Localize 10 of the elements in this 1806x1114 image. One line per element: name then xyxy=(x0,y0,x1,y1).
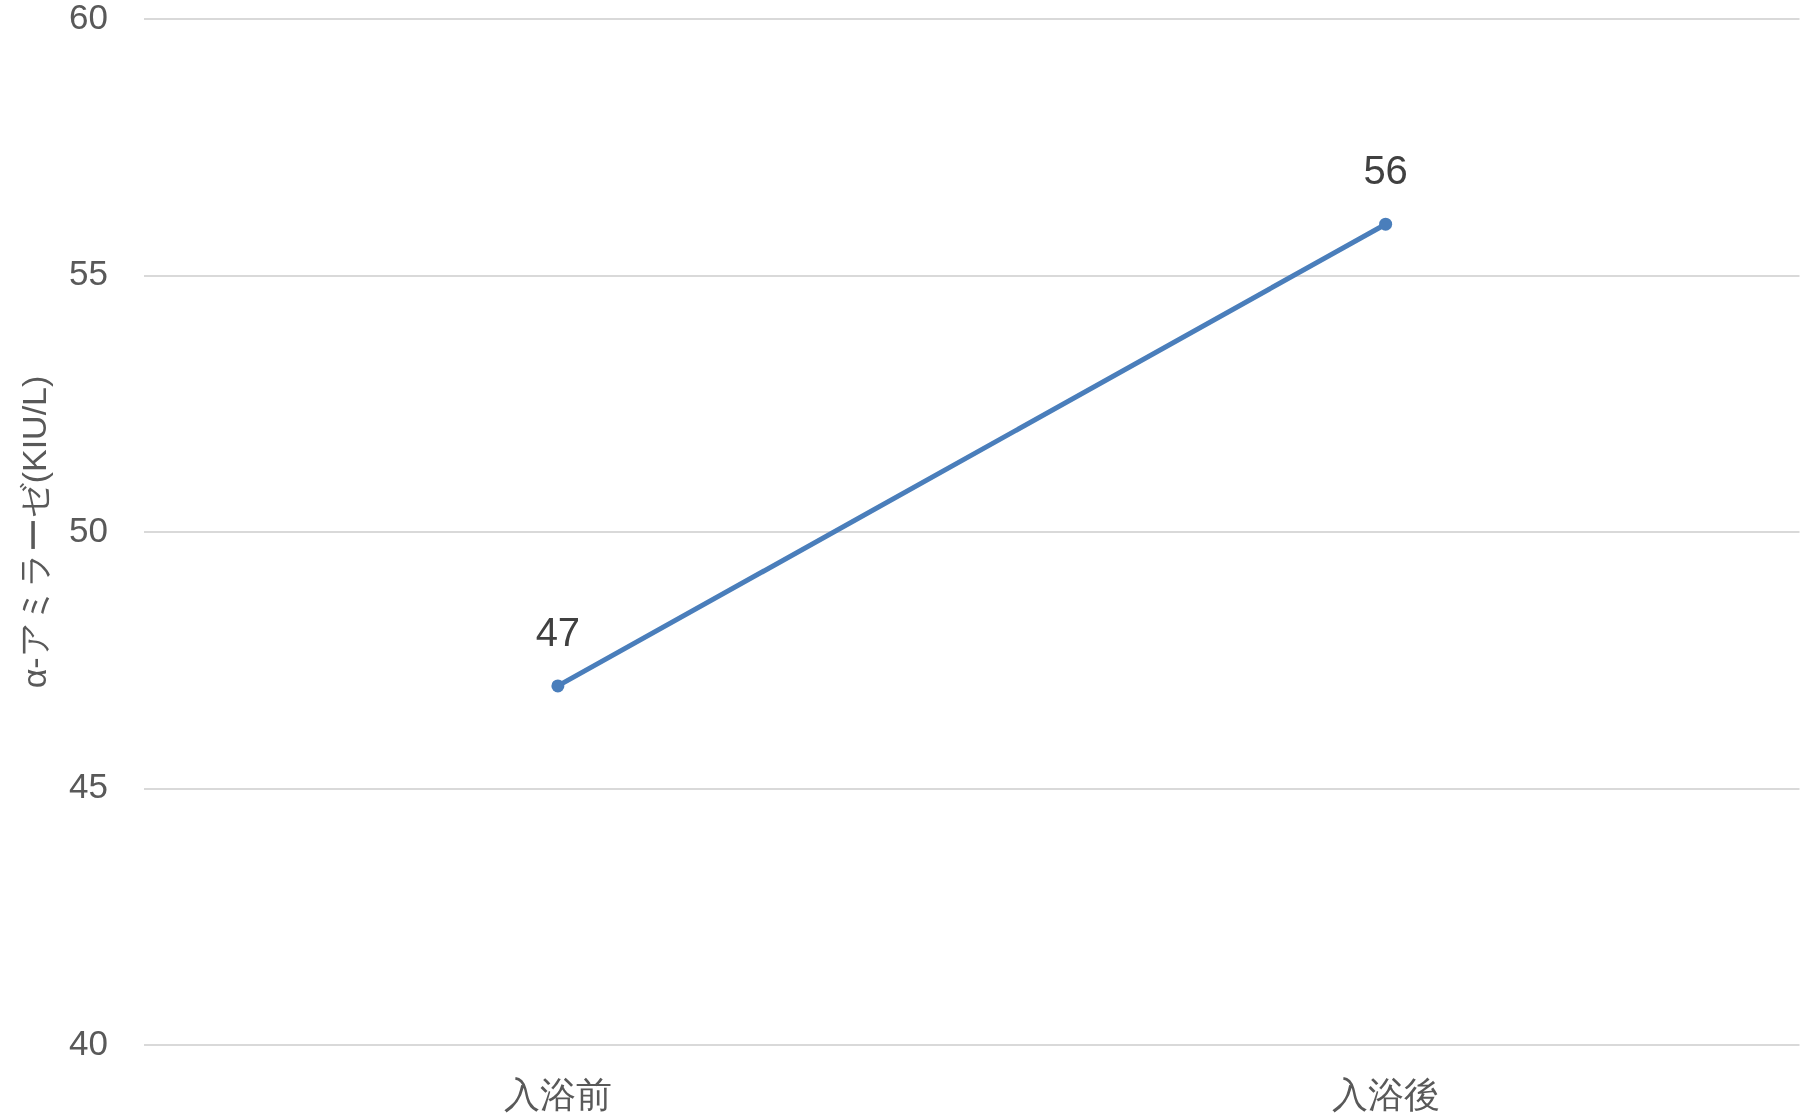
y-tick-label: 50 xyxy=(69,509,108,549)
y-tick-label: 40 xyxy=(69,1022,108,1062)
y-tick-label: 55 xyxy=(69,253,108,293)
data-label: 47 xyxy=(535,609,581,654)
x-tick-label: 入浴後 xyxy=(1331,1073,1440,1114)
y-tick-label: 60 xyxy=(69,0,108,36)
data-label: 56 xyxy=(1363,148,1408,193)
x-tick-label: 入浴前 xyxy=(503,1073,612,1114)
y-axis-title: α-アミラーゼ(KIU/L) xyxy=(14,375,53,689)
y-tick-label: 45 xyxy=(69,766,108,806)
